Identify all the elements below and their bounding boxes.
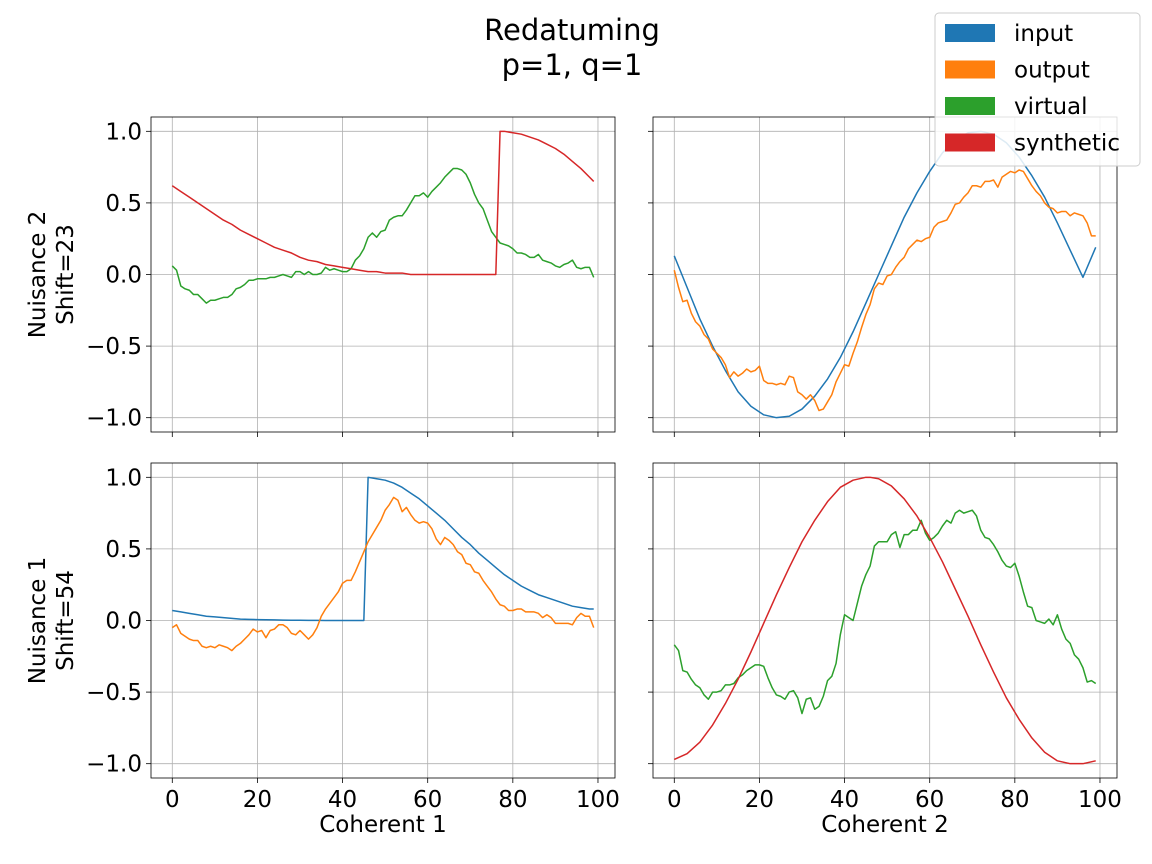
legend-swatch-input <box>945 24 995 42</box>
x-tick-label: 80 <box>1000 787 1029 813</box>
legend-label-output: output <box>1014 58 1090 84</box>
legend-label-synthetic: synthetic <box>1014 131 1120 157</box>
legend-box <box>934 12 1141 167</box>
figure-title-line2: p=1, q=1 <box>502 48 643 82</box>
x-tick-label: 20 <box>243 787 272 813</box>
y-tick-label: 1.0 <box>105 119 142 145</box>
plots-layer: −1.0 −0.5 0.0 0.5 1.0 Nuisance 2 Shift=23 0 20 40… <box>25 116 1122 838</box>
y-tick-label: 1.0 <box>105 465 142 491</box>
x-tick-label: 0 <box>165 787 180 813</box>
series-line-virtual <box>171 167 595 304</box>
series-line-output <box>673 169 1096 412</box>
legend-swatch-virtual <box>945 97 995 115</box>
row-label-line2: Shift=54 <box>53 570 79 671</box>
legend: input output virtual synthetic <box>934 12 1141 167</box>
x-tick-label: 40 <box>328 787 357 813</box>
legend-swatch-synthetic <box>945 133 995 152</box>
row-label-line1: Nuisance 1 <box>25 557 51 685</box>
legend-label-input: input <box>1014 21 1073 47</box>
x-tick-label: 60 <box>915 787 944 813</box>
y-tick-label: 0.5 <box>105 191 142 217</box>
row-label-line2: Shift=23 <box>53 224 79 325</box>
y-tick-label: −0.5 <box>86 334 142 360</box>
x-tick-label: 40 <box>830 787 859 813</box>
y-tick-label: 0.0 <box>105 609 142 635</box>
x-tick-label: 60 <box>413 787 442 813</box>
x-tick-label: 100 <box>576 787 620 813</box>
legend-label-virtual: virtual <box>1014 94 1088 120</box>
series-line-virtual <box>673 509 1097 715</box>
y-tick-label: −1.0 <box>86 752 142 778</box>
x-tick-label: 20 <box>745 787 774 813</box>
subplot-1: −1.0 −0.5 0.0 0.5 1.0 Nuisance 2 Shift=23 <box>25 116 616 437</box>
row-label-line1: Nuisance 2 <box>25 211 51 339</box>
x-axis-label: Coherent 1 <box>319 812 447 838</box>
figure-title-line1: Redatuming <box>484 13 660 47</box>
series-line-output <box>171 496 595 652</box>
x-axis-label: Coherent 2 <box>821 812 949 838</box>
x-tick-label: 100 <box>1078 787 1122 813</box>
y-tick-label: −0.5 <box>86 680 142 706</box>
series-line-synthetic <box>673 476 1096 765</box>
series-line-input <box>172 476 594 622</box>
y-tick-label: 0.0 <box>105 263 142 289</box>
subplot-4: 0 20 40 60 80 100 Coherent 2 <box>648 462 1122 838</box>
legend-swatch-output <box>945 60 995 79</box>
x-tick-label: 0 <box>667 787 682 813</box>
subplot-3: 0 20 40 60 80 100 −1.0 −0.5 0.0 0.5 1.0 Coherent 1 N… <box>25 462 620 838</box>
y-tick-label: −1.0 <box>86 406 142 432</box>
x-tick-label: 80 <box>498 787 527 813</box>
series-line-synthetic <box>171 130 595 276</box>
y-tick-label: 0.5 <box>105 537 142 563</box>
